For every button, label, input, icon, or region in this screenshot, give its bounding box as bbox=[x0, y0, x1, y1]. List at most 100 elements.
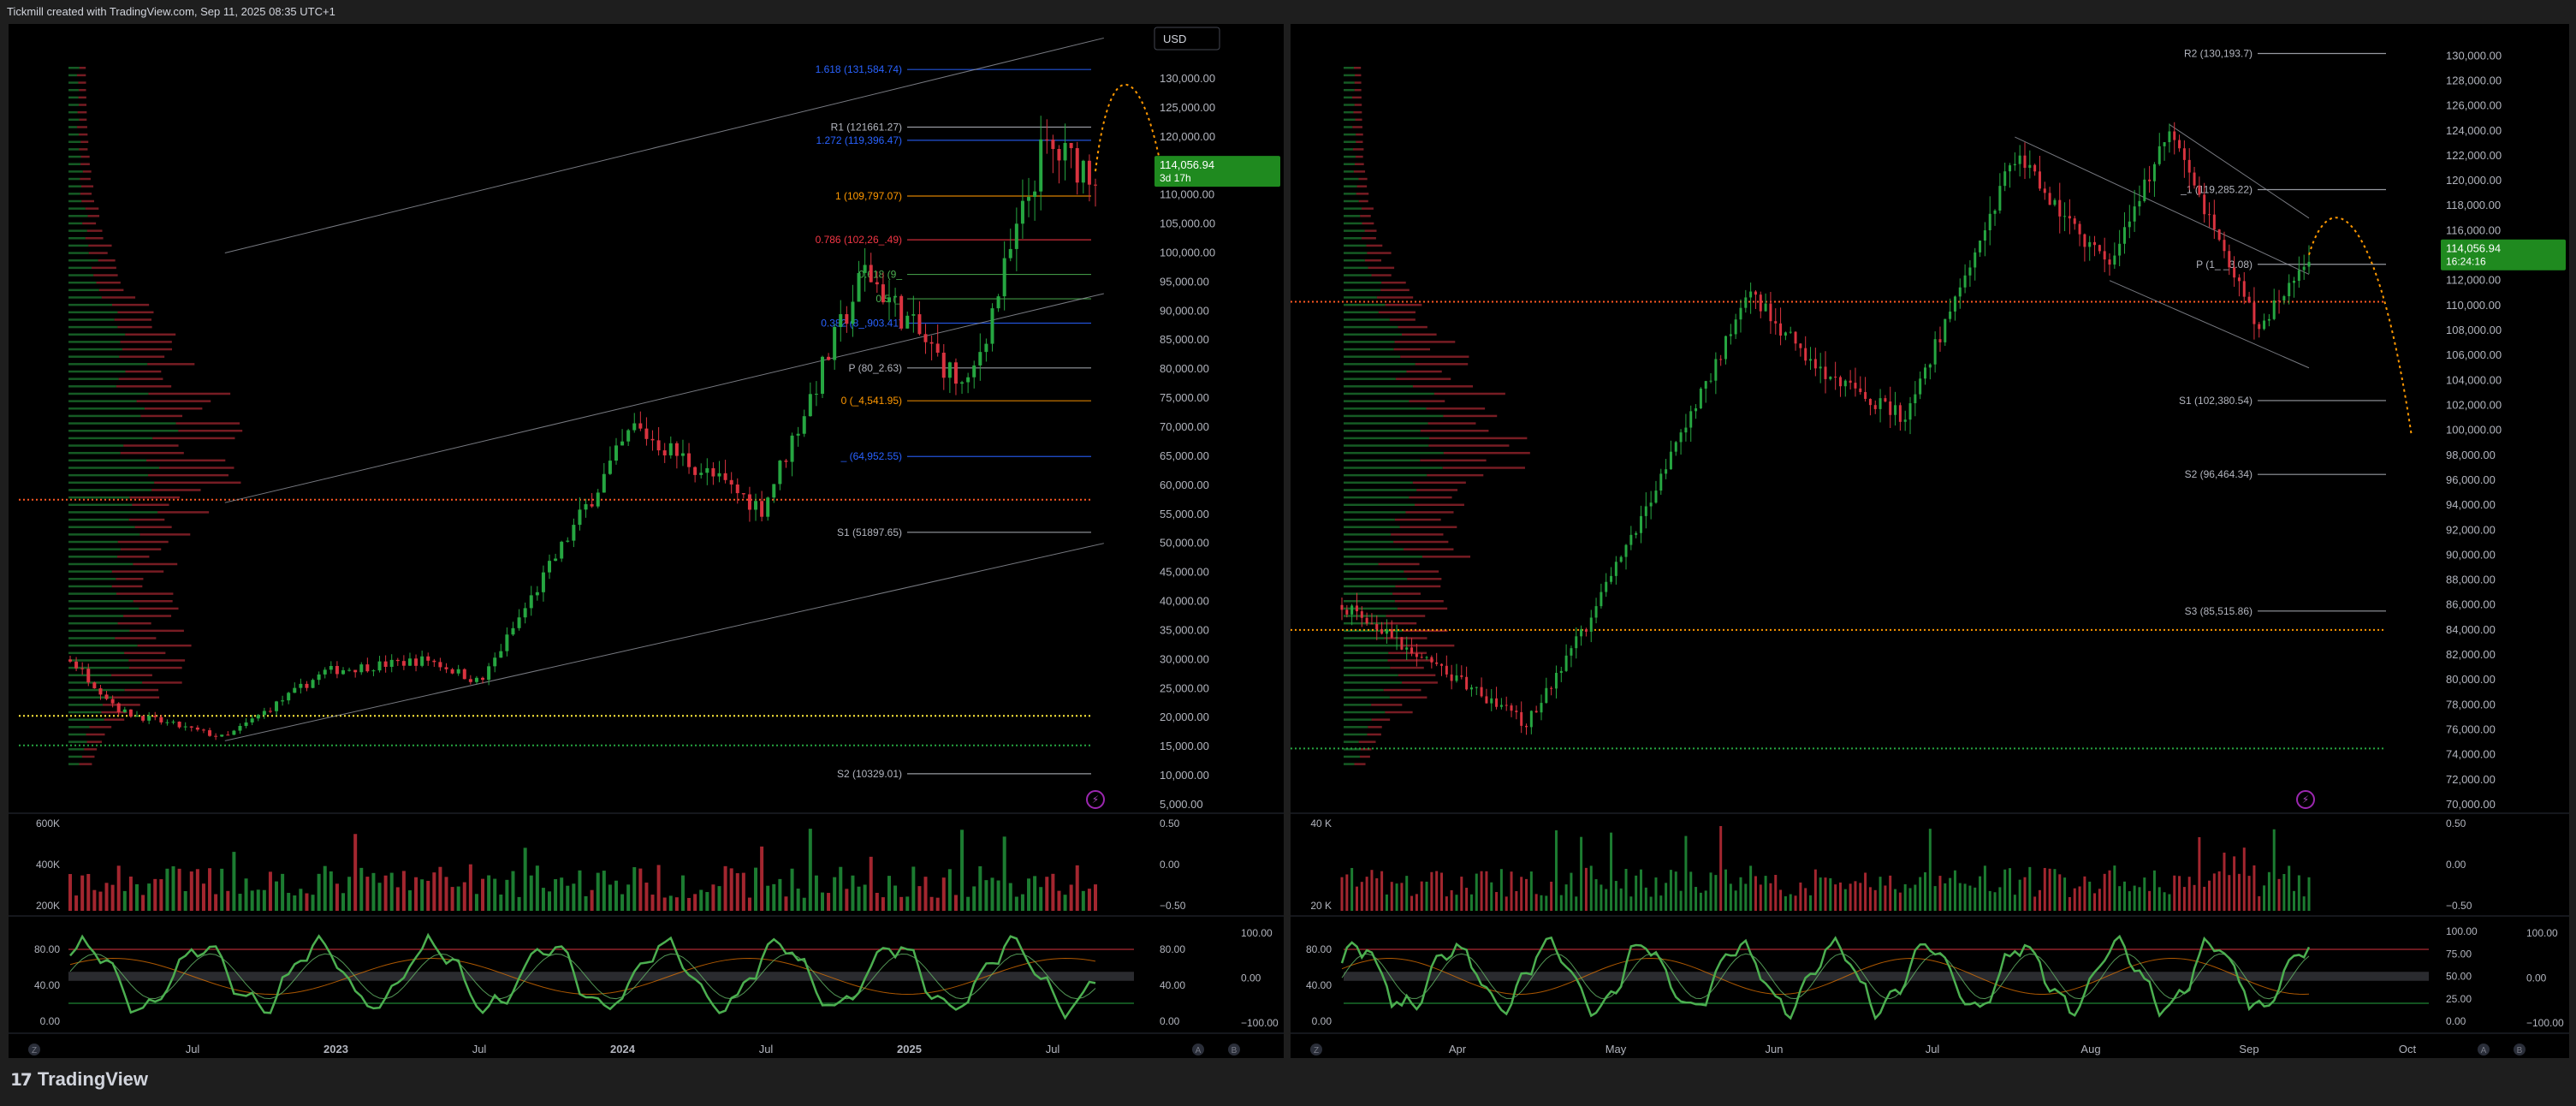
volume-bar bbox=[1410, 895, 1414, 911]
price-axis-tick: 65,000.00 bbox=[1160, 449, 1209, 462]
price-axis-tick: 112,000.00 bbox=[2446, 274, 2501, 287]
volume-bar bbox=[1375, 878, 1379, 911]
volume-bar bbox=[1794, 895, 1797, 911]
volume-bar bbox=[966, 896, 970, 911]
volume-profile-bar-sell bbox=[1420, 429, 1489, 432]
volume-profile-bar-buy bbox=[68, 556, 118, 558]
tradingview-brand-text: TradingView bbox=[37, 1068, 149, 1090]
candle-body bbox=[2003, 171, 2007, 187]
volume-profile-bar-sell bbox=[1393, 540, 1449, 544]
volume-profile-bar-buy bbox=[1344, 726, 1368, 728]
volume-profile-bar-buy bbox=[1344, 355, 1401, 358]
candle-body bbox=[741, 493, 745, 495]
volume-profile-bar-sell bbox=[145, 459, 226, 462]
candle-body bbox=[1744, 297, 1748, 308]
candle-body bbox=[529, 595, 533, 609]
volume-bar bbox=[644, 883, 649, 911]
price-axis-tick: 120,000.00 bbox=[1160, 130, 1215, 143]
candle-body bbox=[1695, 407, 1698, 412]
weekly-chart-canvas[interactable]: 130,000.00125,000.00120,000.00115,000.00… bbox=[9, 24, 1284, 1058]
candle-body bbox=[1659, 473, 1663, 491]
volume-profile-bar-buy bbox=[1344, 718, 1372, 721]
volume-profile-bar-buy bbox=[1344, 118, 1356, 122]
volume-bar bbox=[1580, 836, 1583, 911]
volume-bar bbox=[1988, 890, 1991, 911]
volume-profile-bar-sell bbox=[144, 407, 203, 410]
volume-profile-bar-buy bbox=[1344, 755, 1360, 758]
volume-profile-bar-buy bbox=[68, 199, 82, 203]
volume-profile-bar-sell bbox=[1389, 318, 1416, 321]
candle-body bbox=[833, 327, 837, 360]
candle-body bbox=[1580, 629, 1583, 637]
time-axis-tick: Jul bbox=[759, 1043, 774, 1055]
volume-bar bbox=[1545, 895, 1548, 911]
volume-bar bbox=[2277, 878, 2281, 911]
tradingview-logo[interactable]: 𝟭𝟳 TradingView bbox=[10, 1068, 148, 1091]
price-axis-tick: 116,000.00 bbox=[2446, 223, 2501, 236]
volume-bar bbox=[401, 871, 406, 911]
volume-profile-bar-buy bbox=[68, 592, 116, 595]
chart-button-label: B bbox=[2517, 1046, 2523, 1055]
candle-body bbox=[827, 356, 831, 360]
volume-bar bbox=[917, 886, 922, 911]
candle-body bbox=[1699, 388, 1702, 408]
volume-profile-bar-sell bbox=[85, 207, 99, 210]
volume-bar bbox=[2063, 877, 2067, 911]
volume-bar bbox=[2033, 896, 2037, 911]
candle-body bbox=[863, 265, 867, 273]
chart-panel-daily[interactable]: 130,000.00 128,000.00 126,000.00 124,000.00… bbox=[1291, 24, 2569, 1058]
candle-body bbox=[911, 314, 916, 316]
volume-profile-bar-sell bbox=[1356, 193, 1369, 195]
volume-profile-bar-buy bbox=[68, 104, 80, 106]
volume-profile-bar-sell bbox=[125, 333, 176, 336]
volume-profile-bar-sell bbox=[125, 370, 162, 373]
candle-body bbox=[960, 382, 965, 384]
chart-panel-weekly[interactable]: 130,000.00125,000.00120,000.00115,000.00… bbox=[9, 24, 1284, 1058]
candle-body bbox=[214, 735, 218, 737]
volume-profile-bar-buy bbox=[68, 481, 155, 485]
price-axis-tick: 118,000.00 bbox=[2446, 199, 2501, 211]
candle-body bbox=[244, 722, 248, 726]
volume-profile-bar-sell bbox=[1364, 259, 1381, 262]
volume-bar bbox=[2203, 886, 2206, 911]
volume-bar bbox=[668, 895, 673, 911]
volume-bar bbox=[2253, 865, 2256, 911]
volume-profile-bar-sell bbox=[1426, 407, 1486, 410]
candle-body bbox=[1490, 698, 1493, 704]
candle-body bbox=[281, 700, 285, 702]
candle-body bbox=[2163, 142, 2166, 146]
volume-profile-bar-buy bbox=[68, 644, 138, 647]
volume-profile-bar-buy bbox=[1344, 185, 1357, 187]
volume-profile-bar-sell bbox=[88, 252, 108, 254]
candle-body bbox=[1914, 394, 1917, 404]
volume-profile-bar-sell bbox=[79, 104, 87, 106]
volume-bar bbox=[541, 888, 545, 911]
volume-bar bbox=[796, 889, 800, 911]
volume-bar bbox=[244, 878, 248, 911]
rsi-scale-tick: 25.00 bbox=[2446, 993, 2472, 1005]
price-axis-tick: 92,000.00 bbox=[2446, 523, 2496, 536]
volume-bar bbox=[110, 884, 115, 911]
volume-profile-bar-buy bbox=[68, 363, 148, 366]
volume-bar bbox=[723, 865, 727, 911]
candle-body bbox=[917, 314, 922, 335]
volume-profile-bar-sell bbox=[117, 556, 150, 558]
volume-profile-bar-buy bbox=[68, 118, 80, 122]
volume-bar bbox=[474, 894, 478, 911]
volume-profile-bar-sell bbox=[1355, 163, 1364, 165]
candle-body bbox=[608, 461, 612, 474]
volume-bar bbox=[1635, 875, 1638, 911]
volume-bar bbox=[747, 897, 751, 911]
daily-chart-canvas[interactable]: 130,000.00 128,000.00 126,000.00 124,000.00… bbox=[1291, 24, 2569, 1058]
volume-profile-bar-buy bbox=[68, 414, 141, 418]
candle-body bbox=[1933, 339, 1937, 365]
volume-profile-bar-sell bbox=[91, 266, 116, 270]
candle-body bbox=[1813, 359, 1817, 369]
volume-profile-bar-buy bbox=[1344, 311, 1379, 314]
candle-body bbox=[438, 662, 442, 668]
level-label: _ (64,952.55) bbox=[840, 450, 902, 462]
volume-profile-bar-buy bbox=[68, 467, 160, 469]
volume-profile-bar-sell bbox=[1394, 518, 1441, 521]
volume-profile-bar-buy bbox=[68, 496, 130, 499]
volume-bar bbox=[1529, 871, 1533, 911]
